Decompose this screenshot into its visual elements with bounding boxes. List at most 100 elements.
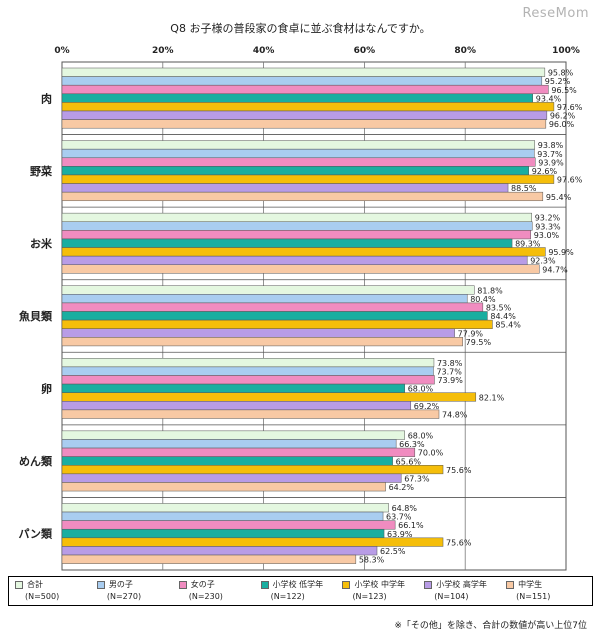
- legend-item: 中学生 (N=151): [506, 579, 588, 605]
- data-label: 95.4%: [546, 193, 572, 202]
- legend-swatch: [178, 580, 187, 589]
- bar: [61, 375, 435, 385]
- bar: [61, 528, 385, 539]
- bar: [61, 302, 484, 312]
- data-label: 96.5%: [551, 86, 577, 95]
- data-label: 93.4%: [536, 94, 562, 103]
- data-label: 73.9%: [437, 376, 463, 385]
- data-label: 92.6%: [532, 167, 558, 176]
- bar: [61, 447, 416, 457]
- legend-swatch: [342, 580, 351, 589]
- data-label: 93.2%: [535, 214, 561, 223]
- bar: [61, 337, 463, 347]
- bar: [61, 247, 546, 257]
- legend-swatch: [96, 580, 105, 589]
- data-label: 93.3%: [535, 222, 561, 231]
- legend-item: 女の子 (N=230): [178, 579, 261, 605]
- category-label: 魚貝類: [19, 309, 53, 323]
- data-label: 95.2%: [545, 77, 571, 86]
- bar: [61, 366, 434, 376]
- data-label: 94.7%: [542, 265, 568, 274]
- data-label: 75.6%: [446, 538, 472, 547]
- x-tick-label: 20%: [152, 46, 174, 56]
- data-label: 79.5%: [466, 338, 492, 347]
- data-label: 62.5%: [380, 547, 406, 556]
- bar: [61, 191, 544, 202]
- data-label: 58.3%: [359, 556, 385, 565]
- legend-label: 小学校 低学年: [272, 580, 324, 589]
- bar: [61, 319, 493, 329]
- x-tick-label: 100%: [552, 46, 580, 56]
- bar: [61, 456, 393, 466]
- legend-item: 小学校 低学年 (N=122): [260, 579, 343, 605]
- bar: [61, 157, 536, 167]
- legend-item: 小学校 高学年 (N=104): [424, 579, 506, 605]
- data-label: 81.8%: [477, 286, 503, 295]
- bar: [61, 93, 533, 103]
- bar: [61, 264, 540, 274]
- bar: [61, 401, 412, 411]
- x-tick-label: 60%: [354, 46, 376, 56]
- category-label: 野菜: [30, 164, 53, 178]
- bar: [61, 383, 405, 393]
- data-label: 93.9%: [538, 158, 564, 167]
- data-label: 64.2%: [389, 483, 415, 492]
- bar: [61, 140, 536, 150]
- data-label: 92.3%: [530, 257, 556, 266]
- legend-sample-size: (N=270): [106, 592, 142, 601]
- data-label: 64.8%: [392, 504, 418, 513]
- data-label: 82.1%: [479, 393, 505, 402]
- data-label: 85.4%: [495, 321, 521, 330]
- legend-label: 男の子: [108, 580, 133, 589]
- bar: [61, 465, 444, 475]
- bar: [61, 546, 378, 556]
- data-label: 73.8%: [437, 359, 463, 368]
- footnote: ※「その他」を除き、合計の数値が高い上位7位: [394, 621, 587, 631]
- bar: [61, 392, 477, 402]
- watermark: ReseMom: [522, 6, 589, 21]
- bar: [61, 84, 549, 95]
- data-label: 97.6%: [557, 176, 583, 185]
- legend-item: 男の子 (N=270): [96, 579, 179, 605]
- bar: [61, 473, 402, 483]
- data-label: 93.7%: [537, 150, 563, 159]
- data-label: 63.7%: [386, 513, 412, 522]
- bar: [61, 212, 532, 222]
- data-label: 69.2%: [414, 402, 440, 411]
- data-label: 66.3%: [399, 440, 425, 449]
- bar: [61, 537, 444, 547]
- data-label: 68.0%: [408, 431, 434, 440]
- bar: [61, 183, 509, 193]
- data-label: 68.0%: [408, 385, 434, 394]
- legend-label: 女の子: [190, 580, 215, 589]
- category-label: 肉: [41, 91, 52, 105]
- bar: [61, 511, 384, 521]
- data-label: 73.7%: [436, 367, 462, 376]
- bar: [61, 328, 455, 338]
- legend-sample-size: (N=230): [188, 592, 223, 601]
- bar: [61, 119, 547, 129]
- bar: [61, 503, 389, 513]
- legend-sample-size: (N=151): [516, 592, 551, 601]
- bar: [61, 221, 533, 231]
- data-label: 97.6%: [557, 103, 583, 112]
- legend-label: 小学校 高学年: [436, 580, 487, 589]
- legend-label: 中学生: [518, 580, 543, 589]
- bar: [61, 430, 405, 440]
- bar: [61, 174, 555, 184]
- data-label: 83.5%: [486, 304, 512, 313]
- legend-label: 合計: [27, 580, 43, 589]
- data-label: 80.4%: [470, 295, 496, 304]
- bar: [61, 358, 435, 368]
- bar: [61, 110, 548, 120]
- legend-item: 小学校 中学年 (N=123): [342, 579, 424, 605]
- data-label: 95.8%: [548, 69, 574, 78]
- bar: [61, 255, 528, 265]
- bar: [61, 67, 546, 77]
- data-label: 70.0%: [418, 449, 444, 458]
- category-label: お米: [30, 236, 53, 250]
- legend-sample-size: (N=500): [25, 592, 60, 601]
- data-label: 88.5%: [511, 184, 537, 193]
- legend-swatch: [424, 580, 433, 589]
